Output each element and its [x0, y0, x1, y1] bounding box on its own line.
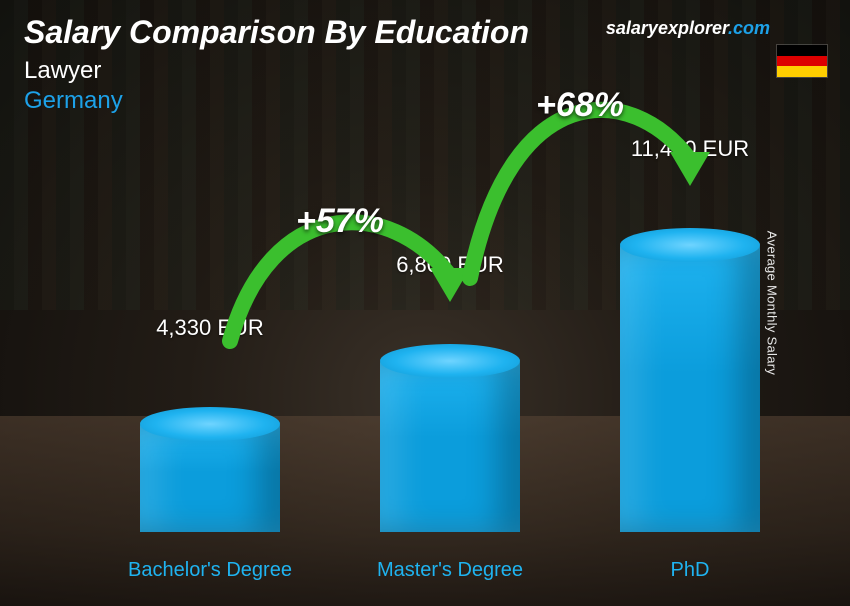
- plot-area: 4,330 EURBachelor's Degree6,800 EURMaste…: [60, 120, 790, 584]
- flag-stripe: [777, 66, 827, 77]
- flag-stripe: [777, 45, 827, 56]
- flag-stripe: [777, 56, 827, 67]
- chart-country: Germany: [24, 87, 826, 115]
- brand-suffix: .com: [728, 18, 770, 38]
- chart-container: Salary Comparison By Education Lawyer Ge…: [0, 0, 850, 606]
- jump-percentage: +68%: [520, 86, 640, 125]
- chart-subtitle: Lawyer: [24, 57, 826, 85]
- flag-germany-icon: [776, 44, 828, 78]
- brand-name: salaryexplorer: [606, 18, 728, 38]
- jump-arrow-icon: [60, 120, 820, 606]
- brand-label: salaryexplorer.com: [606, 18, 770, 39]
